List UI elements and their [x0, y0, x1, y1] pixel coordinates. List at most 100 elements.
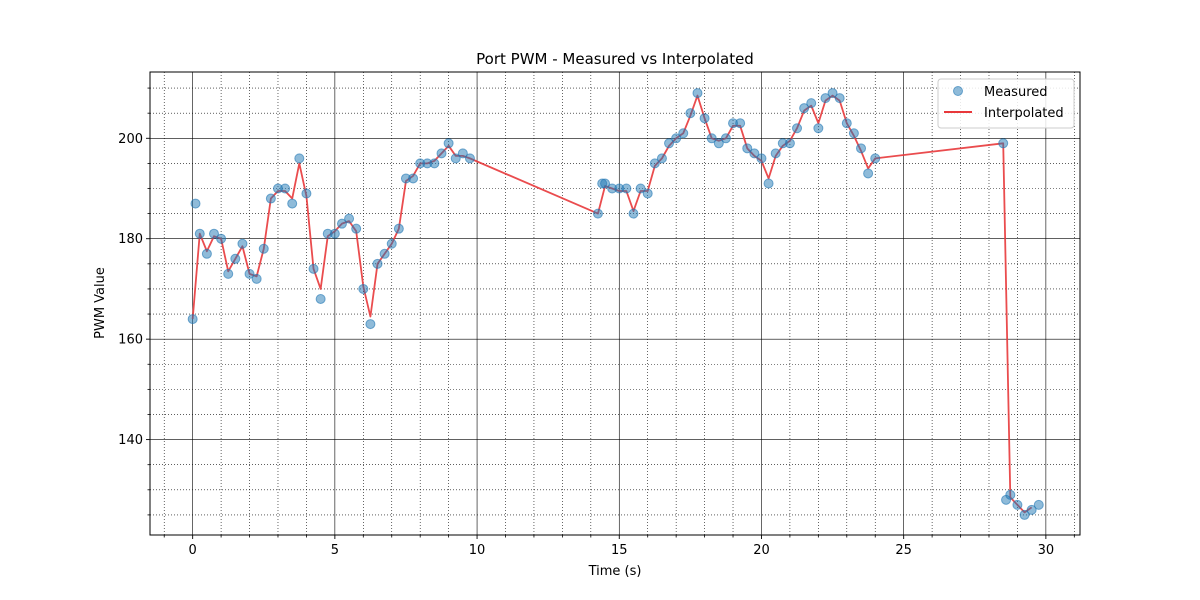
major-grid — [150, 72, 1080, 535]
y-tick-label: 140 — [118, 433, 143, 448]
measured-point — [216, 233, 227, 244]
measured-point — [841, 118, 852, 129]
measured-point — [998, 138, 1009, 149]
y-tick-label: 180 — [118, 232, 143, 247]
measured-point — [806, 98, 817, 109]
measured-point — [429, 158, 440, 169]
y-tick-label: 160 — [118, 333, 143, 348]
measured-point — [770, 148, 781, 159]
measured-point — [763, 178, 774, 189]
measured-point — [329, 228, 340, 239]
measured-point — [301, 188, 312, 199]
measured-point — [351, 223, 362, 234]
plot-area — [187, 88, 1044, 520]
measured-point — [664, 138, 675, 149]
x-tick-label: 30 — [1038, 543, 1055, 558]
measured-point — [863, 168, 874, 179]
legend: Measured Interpolated — [937, 78, 1075, 129]
measured-point — [265, 193, 276, 204]
measured-point — [190, 198, 201, 209]
measured-point — [208, 228, 219, 239]
measured-point — [457, 148, 468, 159]
chart-title: Port PWM - Measured vs Interpolated — [476, 50, 754, 68]
measured-point — [799, 103, 810, 114]
legend-interpolated-label: Interpolated — [984, 106, 1064, 121]
measured-point — [642, 188, 653, 199]
measured-point — [408, 173, 419, 184]
measured-point — [699, 113, 710, 124]
measured-point — [1005, 489, 1016, 500]
measured-point — [237, 238, 248, 249]
measured-point — [287, 198, 298, 209]
measured-point — [749, 148, 760, 159]
x-tick-label: 0 — [189, 543, 197, 558]
measured-point — [187, 314, 198, 325]
y-axis-ticks: 140 160 180 200 — [118, 87, 150, 516]
measured-point — [201, 248, 212, 259]
measured-point — [436, 148, 447, 159]
measured-point — [820, 93, 831, 104]
measured-point — [720, 133, 731, 144]
measured-point — [393, 223, 404, 234]
measured-point — [735, 118, 746, 129]
measured-point — [848, 128, 859, 139]
measured-point — [635, 183, 646, 194]
measured-point — [294, 153, 305, 164]
measured-point — [230, 253, 241, 264]
measured-point — [464, 153, 475, 164]
minor-grid — [150, 72, 1080, 535]
y-tick-label: 200 — [118, 132, 143, 147]
measured-point — [713, 138, 724, 149]
x-axis-label: Time (s) — [588, 564, 642, 579]
x-tick-label: 10 — [469, 543, 486, 558]
measured-point — [856, 143, 867, 154]
measured-point — [1012, 499, 1023, 510]
measured-point — [280, 183, 291, 194]
measured-point — [649, 158, 660, 169]
measured-point — [742, 143, 753, 154]
x-axis-ticks: 0 5 10 15 20 25 30 — [163, 535, 1075, 558]
measured-point — [600, 178, 611, 189]
measured-point — [1026, 504, 1037, 515]
measured-point — [244, 268, 255, 279]
measured-point — [813, 123, 824, 134]
measured-point — [692, 88, 703, 99]
measured-point — [685, 108, 696, 119]
y-axis-label: PWM Value — [93, 267, 108, 339]
measured-point — [344, 213, 355, 224]
measured-point — [1019, 509, 1030, 520]
measured-point — [870, 153, 881, 164]
measured-point — [792, 123, 803, 134]
measured-point — [1033, 499, 1044, 510]
measured-point — [258, 243, 269, 254]
measured-point — [592, 208, 603, 219]
measured-point — [372, 258, 383, 269]
legend-measured-label: Measured — [984, 85, 1048, 100]
measured-point — [315, 293, 326, 304]
x-tick-label: 20 — [753, 543, 770, 558]
measured-point — [251, 273, 262, 284]
measured-point — [784, 138, 795, 149]
legend-measured-marker — [953, 86, 963, 96]
measured-point — [621, 183, 632, 194]
measured-point — [756, 153, 767, 164]
measured-point — [336, 218, 347, 229]
measured-point — [834, 93, 845, 104]
measured-point — [706, 133, 717, 144]
measured-point — [379, 248, 390, 259]
measured-point — [358, 283, 369, 294]
measured-point — [656, 153, 667, 164]
measured-point — [628, 208, 639, 219]
measured-point — [365, 319, 376, 330]
measured-point — [308, 263, 319, 274]
measured-point — [443, 138, 454, 149]
measured-point — [678, 128, 689, 139]
measured-point — [223, 268, 234, 279]
measured-point — [194, 228, 205, 239]
legend-box — [937, 78, 1075, 129]
measured-point — [450, 153, 461, 164]
measured-point — [827, 88, 838, 99]
measured-point — [386, 238, 397, 249]
measured-point — [671, 133, 682, 144]
